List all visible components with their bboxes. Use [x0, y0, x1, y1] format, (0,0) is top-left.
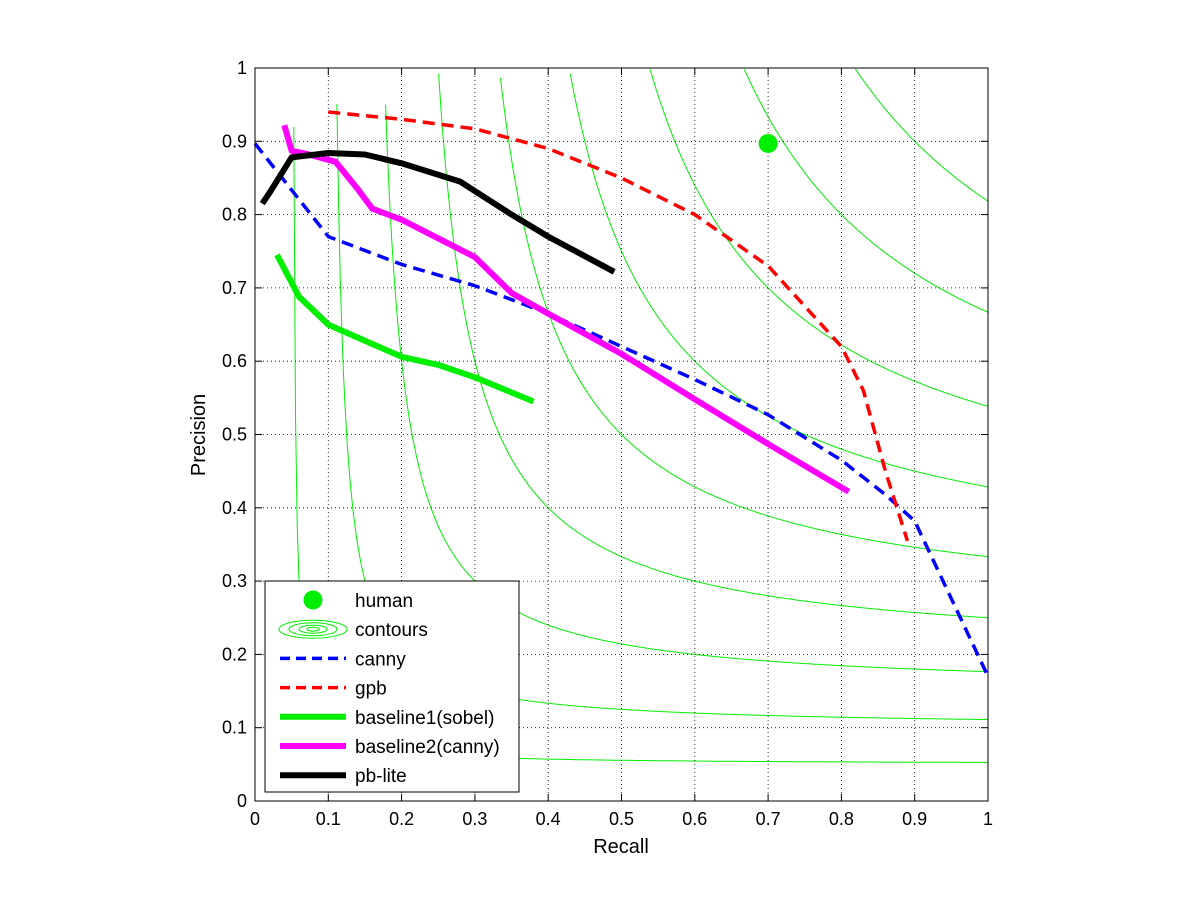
x-tick-label: 0	[250, 809, 260, 829]
legend-contour-ellipse	[278, 619, 348, 639]
y-tick-label: 0.8	[222, 205, 247, 225]
series-line-canny	[253, 142, 990, 678]
series-line-baseline1-sobel	[274, 253, 535, 405]
legend: human contours canny gpb baseline1(sobel) bas…	[264, 580, 520, 793]
series-layer	[253, 110, 990, 678]
legend-contour-ellipse	[288, 622, 338, 637]
x-tick-label: 1	[983, 809, 993, 829]
y-tick-label: 0.6	[222, 351, 247, 371]
legend-label-baseline1-sobel: baseline1(sobel)	[355, 708, 494, 729]
y-tick-label: 0.5	[222, 425, 247, 445]
x-tick-label: 0.6	[682, 809, 707, 829]
y-tick-label: 0.4	[222, 498, 247, 518]
human-point-marker	[758, 133, 778, 153]
legend-label-human: human	[355, 591, 413, 612]
contour-line	[854, 68, 989, 202]
y-tick-label: 1	[237, 58, 247, 78]
x-axis-ticks: 0 0.1 0.2 0.3 0.4 0.5 0.6 0.7 0.8 0.9 1	[250, 68, 993, 829]
x-tick-label: 0.5	[609, 809, 634, 829]
legend-label-gpb: gpb	[355, 679, 387, 700]
y-tick-label: 0.9	[222, 131, 247, 151]
legend-box	[264, 580, 520, 793]
y-tick-label: 0.2	[222, 644, 247, 664]
series-line-gpb	[328, 110, 910, 542]
contour-line	[438, 73, 989, 619]
x-tick-label: 0.9	[902, 809, 927, 829]
x-tick-label: 0.2	[389, 809, 414, 829]
x-tick-label: 0.4	[536, 809, 561, 829]
x-tick-label: 0.3	[462, 809, 487, 829]
legend-label-baseline2-canny: baseline2(canny)	[355, 737, 500, 758]
x-axis-label: Recall	[593, 836, 649, 858]
series-line-pb-lite	[259, 150, 616, 275]
y-tick-label: 0.7	[222, 278, 247, 298]
legend-marker-human	[303, 590, 323, 610]
contour-line	[743, 69, 989, 313]
x-tick-label: 0.7	[756, 809, 781, 829]
contour-line	[500, 77, 989, 558]
contour-line	[649, 69, 989, 407]
y-tick-label: 0.1	[222, 718, 247, 738]
x-tick-label: 0.8	[829, 809, 854, 829]
legend-label-contours: contours	[355, 620, 428, 641]
legend-label-pb-lite: pb-lite	[355, 766, 407, 787]
legend-label-canny: canny	[355, 649, 406, 670]
x-tick-label: 0.1	[316, 809, 341, 829]
legend-contour-ellipse	[306, 626, 320, 632]
legend-contour-ellipse	[298, 624, 328, 634]
y-tick-label: 0.3	[222, 571, 247, 591]
y-tick-label: 0	[237, 791, 247, 811]
y-axis-label: Precision	[188, 394, 210, 476]
y-axis-ticks: 0 0.1 0.2 0.3 0.4 0.5 0.6 0.7 0.8 0.9 1	[222, 58, 988, 811]
